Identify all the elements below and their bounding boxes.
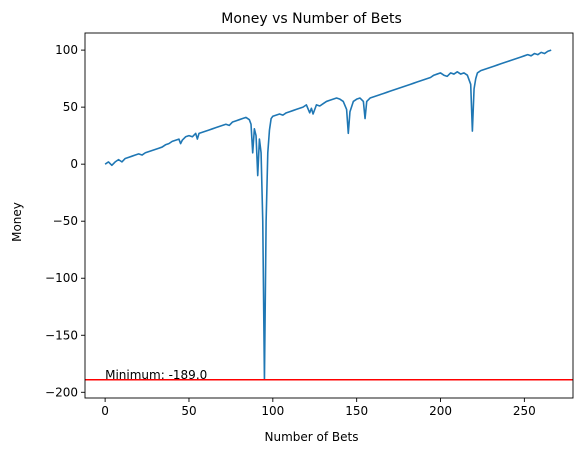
- y-tick-label: 100: [55, 43, 78, 57]
- x-tick-label: 100: [261, 404, 284, 418]
- x-tick-label: 200: [429, 404, 452, 418]
- y-tick-label: 50: [63, 100, 78, 114]
- x-tick-label: 250: [513, 404, 536, 418]
- x-axis-label: Number of Bets: [265, 430, 359, 444]
- minimum-annotation: Minimum: -189.0: [105, 368, 207, 382]
- y-tick-label: −100: [45, 271, 78, 285]
- chart-title: Money vs Number of Bets: [221, 11, 402, 27]
- axes: 0 50 100 150 200 250 −200 −150 −100 −50 0 50 100: [45, 32, 574, 418]
- x-tick-label: 150: [345, 404, 368, 418]
- x-tick-label: 0: [101, 404, 109, 418]
- series-line: [104, 49, 552, 381]
- y-tick-label: −50: [53, 214, 78, 228]
- y-axis-label: Money: [10, 202, 24, 242]
- plot-area: Minimum: -189.0: [85, 49, 573, 382]
- y-tick-label: −200: [45, 385, 78, 399]
- y-tick-label: −150: [45, 328, 78, 342]
- axes-frame: [84, 32, 574, 399]
- x-tick-label: 50: [181, 404, 196, 418]
- y-tick-label: 0: [70, 157, 78, 171]
